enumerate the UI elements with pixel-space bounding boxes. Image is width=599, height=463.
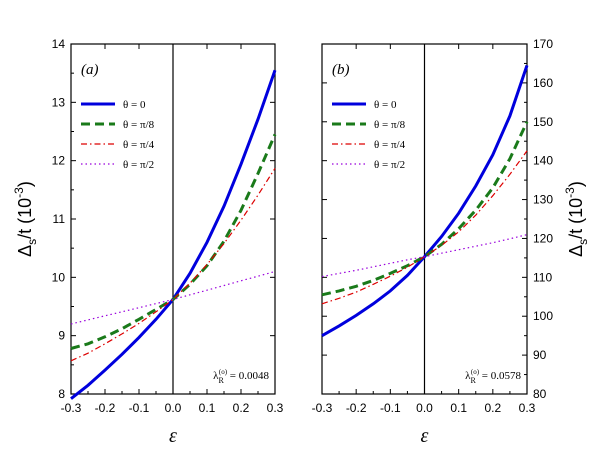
- legend-label-3: θ = π/2: [123, 159, 154, 171]
- x-axis-label: ε: [169, 425, 177, 447]
- x-tick-label: 0.1: [199, 401, 216, 415]
- y-tick-label: 90: [533, 348, 547, 362]
- y-tick-label: 100: [533, 309, 553, 323]
- legend-label-3: θ = π/2: [374, 159, 405, 171]
- legend-label-0: θ = 0: [374, 99, 397, 111]
- y-tick-label: 10: [52, 270, 66, 284]
- y-tick-label: 160: [533, 76, 553, 90]
- x-tick-label: 0.1: [450, 401, 467, 415]
- y-tick-label: 8: [58, 387, 65, 401]
- legend-label-0: θ = 0: [123, 99, 146, 111]
- y-tick-label: 110: [533, 270, 552, 284]
- series-line-3: [70, 270, 276, 325]
- y-tick-label: 150: [533, 115, 553, 129]
- x-tick-label: 0.2: [484, 401, 501, 415]
- y-tick-label: 130: [533, 193, 553, 207]
- legend-label-2: θ = π/4: [123, 139, 155, 151]
- y-axis-label: Δs/t (10-3): [563, 181, 590, 257]
- y-tick-label: 170: [533, 37, 553, 51]
- x-tick-label: 0.2: [233, 401, 250, 415]
- annotation: λR(o) = 0.0578: [465, 368, 521, 385]
- y-tick-label: 14: [52, 37, 66, 51]
- y-axis-label: Δs/t (10-3): [12, 181, 39, 257]
- x-tick-label: -0.2: [95, 401, 116, 415]
- x-tick-label: -0.2: [346, 401, 367, 415]
- y-tick-label: 12: [52, 154, 66, 168]
- x-tick-label: 0.0: [416, 401, 433, 415]
- x-tick-label: 0.0: [165, 401, 182, 415]
- x-axis-label: ε: [421, 425, 429, 447]
- x-tick-label: -0.3: [61, 401, 82, 415]
- x-tick-label: -0.1: [129, 401, 150, 415]
- y-tick-label: 9: [58, 329, 65, 343]
- y-tick-label: 11: [53, 212, 66, 226]
- legend-label-2: θ = π/4: [374, 139, 406, 151]
- panel-label: (b): [332, 62, 350, 78]
- y-tick-label: 120: [533, 231, 553, 245]
- x-tick-label: 0.3: [519, 401, 536, 415]
- legend-label-1: θ = π/8: [374, 119, 406, 131]
- panel-label: (a): [81, 62, 99, 78]
- series-line-3: [321, 234, 528, 278]
- y-tick-label: 13: [52, 95, 66, 109]
- x-tick-label: -0.1: [380, 401, 401, 415]
- legend-label-1: θ = π/8: [123, 119, 155, 131]
- panel-a: -0.3 -0.2 -0.1 0.0 0.1 0.2 0.3 8 9 10 11 12 13 14 (a) θ…: [12, 37, 284, 447]
- annotation: λR(o) = 0.0048: [213, 368, 269, 385]
- y-tick-label: 80: [533, 387, 547, 401]
- x-tick-label: 0.3: [267, 401, 284, 415]
- panel-b: -0.3 -0.2 -0.1 0.0 0.1 0.2 0.380 90 100 110 120 130…: [312, 37, 590, 447]
- y-tick-label: 140: [533, 154, 553, 168]
- x-tick-label: -0.3: [312, 401, 333, 415]
- series-line-1: [321, 121, 529, 297]
